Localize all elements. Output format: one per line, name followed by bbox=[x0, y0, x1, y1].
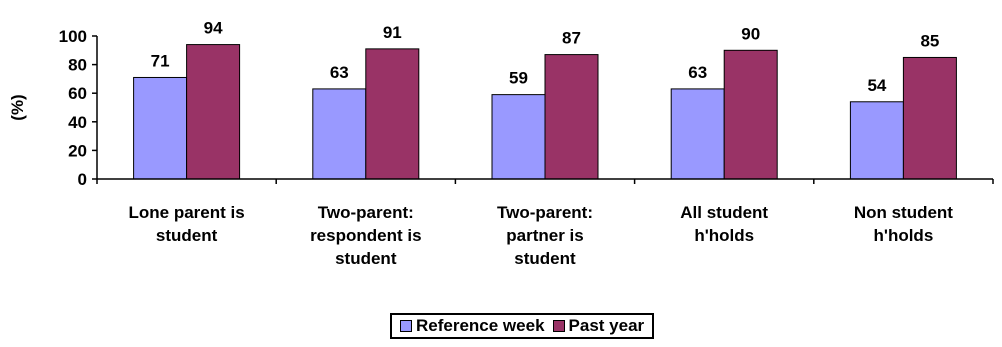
bar-reference-week-0 bbox=[133, 76, 188, 180]
data-label-reference-week-0: 71 bbox=[151, 51, 170, 70]
bar-past-year-2 bbox=[544, 54, 599, 180]
data-label-reference-week-1: 63 bbox=[330, 63, 349, 82]
y-tick-label-40: 40 bbox=[68, 113, 87, 132]
data-label-past-year-3: 90 bbox=[741, 24, 760, 43]
bar-reference-week-4 bbox=[849, 101, 904, 180]
bar-past-year-1 bbox=[365, 48, 420, 180]
x-tick-label-3: All student h'holds bbox=[680, 203, 768, 245]
bar-reference-week-1 bbox=[312, 88, 367, 180]
data-label-past-year-1: 91 bbox=[383, 23, 402, 42]
bar-past-year-4 bbox=[902, 56, 957, 180]
y-axis-label: (%) bbox=[8, 94, 27, 120]
data-label-reference-week-3: 63 bbox=[688, 63, 707, 82]
bar-past-year-3 bbox=[723, 49, 778, 180]
data-label-past-year-4: 85 bbox=[920, 31, 939, 50]
legend-swatch-past-year bbox=[552, 320, 565, 332]
legend-label-reference-week: Reference week bbox=[416, 316, 545, 335]
data-label-past-year-2: 87 bbox=[562, 29, 581, 48]
y-tick-label-80: 80 bbox=[68, 56, 87, 75]
legend-label-past-year: Past year bbox=[568, 316, 645, 335]
x-tick-label-2: Two-parent: partner is student bbox=[497, 203, 593, 268]
legend: Reference week Past year bbox=[390, 313, 655, 339]
y-tick-label-0: 0 bbox=[78, 170, 87, 189]
bar-reference-week-2 bbox=[491, 94, 546, 180]
x-tick-label-0: Lone parent is student bbox=[129, 203, 245, 245]
data-label-past-year-0: 94 bbox=[204, 19, 223, 38]
data-label-reference-week-2: 59 bbox=[509, 69, 528, 88]
x-tick-label-1: Two-parent: respondent is student bbox=[310, 203, 421, 268]
y-tick-label-100: 100 bbox=[59, 27, 87, 46]
data-label-reference-week-4: 54 bbox=[867, 76, 886, 95]
legend-item-reference-week: Reference week bbox=[400, 316, 545, 336]
legend-swatch-reference-week bbox=[400, 320, 412, 332]
bar-past-year-0 bbox=[186, 44, 241, 180]
y-tick-label-20: 20 bbox=[68, 141, 87, 160]
x-tick-label-4: Non student h'holds bbox=[854, 203, 953, 245]
y-tick-label-60: 60 bbox=[68, 84, 87, 103]
legend-item-past-year: Past year bbox=[552, 316, 645, 336]
bar-reference-week-3 bbox=[670, 88, 725, 180]
